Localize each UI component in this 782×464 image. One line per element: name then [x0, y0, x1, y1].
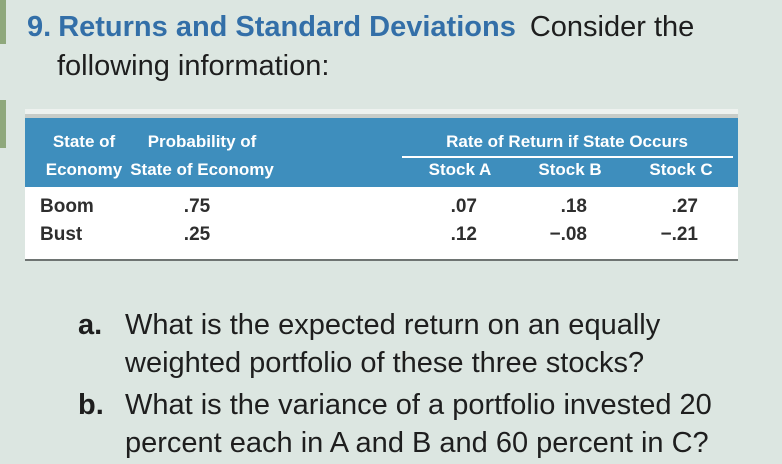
question-list: a. What is the expected return on an equ…	[78, 306, 712, 462]
problem-number: 9.	[27, 11, 52, 43]
cell-stock-b: .18	[560, 196, 587, 217]
returns-table: State of Economy Probability of State of…	[25, 114, 738, 261]
header-stock-c: Stock C	[649, 160, 713, 179]
question-a-label: a.	[78, 309, 103, 341]
question-a-line2: weighted portfolio of these three stocks…	[125, 347, 645, 379]
cell-probability: .75	[183, 196, 211, 217]
question-b-text: What is the variance of a portfolio inve…	[125, 386, 712, 462]
cell-state: Boom	[40, 196, 94, 217]
intro-text-part1: Consider the	[529, 11, 695, 43]
header-probability-line1: Probability of	[147, 132, 257, 151]
cell-probability: .25	[183, 224, 211, 245]
problem-heading: 9. Returns and Standard Deviations	[27, 11, 516, 43]
problem-title-text: Returns and Standard Deviations	[58, 11, 516, 43]
cell-state: Bust	[40, 224, 83, 245]
header-rate-of-return-group: Rate of Return if State Occurs	[446, 132, 688, 151]
question-a-text: What is the expected return on an equall…	[125, 306, 660, 382]
table-row-bust: Bust .25 .12 −.08 −.21	[25, 222, 738, 250]
problem-title-line: 9. Returns and Standard Deviations Conside…	[27, 8, 747, 47]
question-b-line2: percent each in A and B and 60 percent i…	[125, 427, 709, 459]
table-row-boom: Boom .75 .07 .18 .27	[25, 194, 738, 222]
cell-stock-a: .07	[450, 196, 477, 217]
cell-stock-b: −.08	[549, 224, 587, 245]
header-state-line2: Economy	[45, 160, 123, 179]
cell-stock-c: −.21	[660, 224, 698, 245]
margin-accent-bar-table	[0, 100, 6, 148]
table-body: Boom .75 .07 .18 .27 Bust .25 .12 −.08 −…	[25, 187, 738, 259]
question-a: a. What is the expected return on an equ…	[78, 306, 712, 382]
intro-text-part2: following information:	[57, 50, 330, 82]
cell-stock-c: .27	[671, 196, 698, 217]
group-header-rule	[402, 156, 733, 158]
cell-stock-a: .12	[450, 224, 477, 245]
question-b: b. What is the variance of a portfolio i…	[78, 386, 712, 462]
header-probability-line2: State of Economy	[130, 160, 274, 179]
header-state-line1: State of	[52, 132, 116, 151]
question-b-label: b.	[78, 389, 104, 421]
header-stock-a: Stock A	[428, 160, 492, 179]
question-a-line1: What is the expected return on an equall…	[125, 309, 661, 341]
margin-accent-bar-top	[0, 0, 6, 44]
question-b-line1: What is the variance of a portfolio inve…	[125, 389, 712, 421]
table-header: State of Economy Probability of State of…	[25, 118, 738, 187]
problem-statement: 9. Returns and Standard Deviations Conside…	[27, 8, 747, 86]
header-stock-b: Stock B	[538, 160, 602, 179]
